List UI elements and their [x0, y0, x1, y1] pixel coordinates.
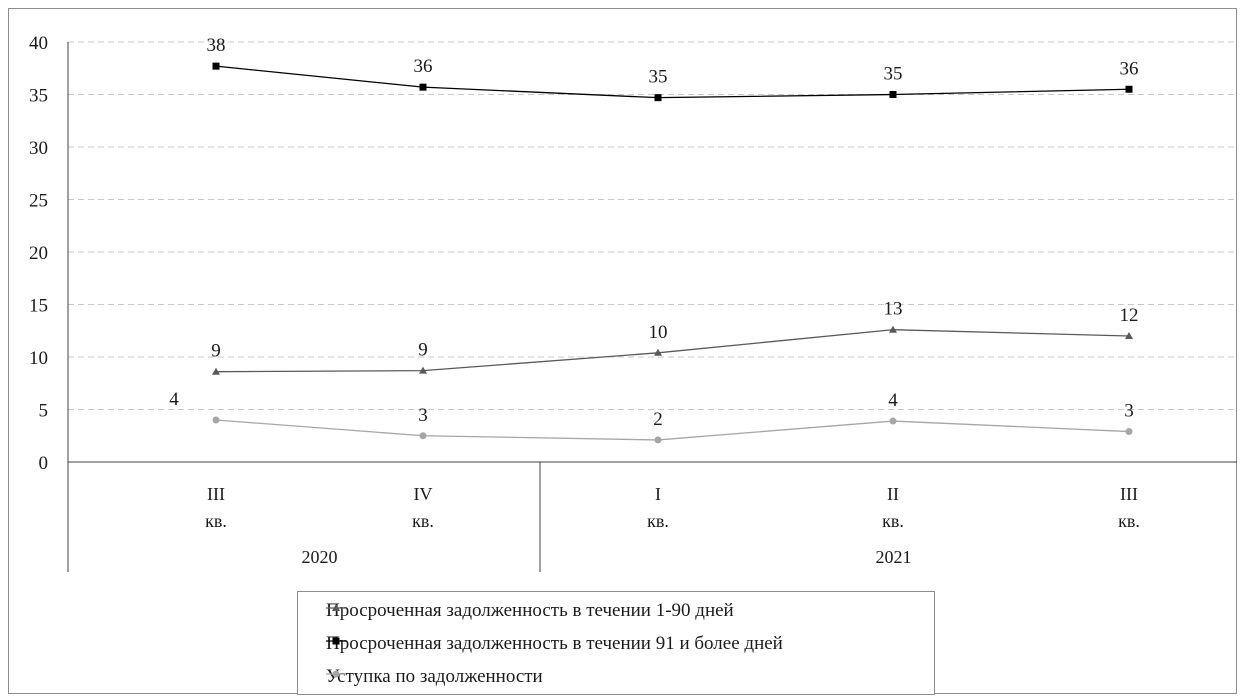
x-tick-sublabel: кв. — [882, 511, 904, 531]
legend-item-series-1: Просроченная задолженность в течении 1-9… — [326, 598, 734, 624]
y-tick-label: 0 — [39, 453, 49, 474]
y-tick-label: 30 — [29, 138, 48, 159]
x-tick-sublabel: кв. — [205, 511, 227, 531]
x-tick-label: I — [655, 484, 661, 504]
legend-label-series-3: Уступка по задолженности — [326, 666, 543, 687]
y-tick-label: 40 — [29, 33, 48, 54]
data-point-square — [212, 62, 220, 70]
square-line-icon — [326, 637, 346, 645]
series-line — [215, 65, 1130, 99]
y-tick-label: 10 — [29, 348, 48, 369]
x-tick-sublabel: кв. — [1118, 511, 1140, 531]
data-label: 13 — [884, 299, 903, 320]
series-line — [215, 419, 1130, 441]
chart-frame — [8, 8, 1237, 694]
data-point-square — [419, 83, 427, 91]
x-tick-label: II — [887, 484, 899, 504]
data-label: 36 — [414, 56, 433, 77]
data-point-triangle — [654, 348, 662, 356]
circle-line-icon — [326, 670, 346, 678]
data-point-triangle — [889, 325, 897, 333]
data-label: 9 — [418, 340, 428, 361]
legend-item-series-2: Просроченная задолженность в течении 91 … — [326, 631, 783, 657]
data-label: 35 — [884, 64, 903, 85]
x-tick-label: III — [207, 484, 225, 504]
data-point-triangle — [1125, 332, 1133, 339]
data-label: 35 — [649, 67, 668, 88]
data-label: 36 — [1120, 58, 1139, 79]
x-tick-label: III — [1120, 484, 1138, 504]
data-point-square — [654, 94, 662, 102]
y-tick-label: 15 — [29, 296, 48, 317]
data-point-triangle — [419, 366, 427, 374]
data-point-circle — [654, 436, 662, 444]
x-tick-sublabel: кв. — [412, 511, 434, 531]
y-tick-label: 20 — [29, 243, 48, 264]
series-line — [215, 329, 1130, 373]
data-label: 3 — [1124, 401, 1134, 422]
x-group-label: 2020 — [302, 547, 338, 567]
legend-label-series-2: Просроченная задолженность в течении 91 … — [326, 633, 783, 654]
y-tick-label: 25 — [29, 191, 48, 212]
y-tick-label: 35 — [29, 86, 48, 107]
data-point-circle — [889, 417, 897, 425]
data-label: 12 — [1120, 305, 1139, 326]
x-tick-label: IV — [414, 484, 433, 504]
data-label: 4 — [169, 389, 179, 410]
data-point-square — [1125, 85, 1133, 93]
x-group-label: 2021 — [876, 547, 912, 567]
legend-item-series-3: Уступка по задолженности — [326, 664, 543, 690]
x-tick-sublabel: кв. — [647, 511, 669, 531]
data-label: 38 — [207, 35, 226, 56]
y-tick-label: 5 — [39, 401, 49, 422]
data-point-circle — [212, 416, 220, 424]
data-point-circle — [419, 432, 427, 440]
legend: Просроченная задолженность в течении 1-9… — [297, 591, 935, 695]
triangle-line-icon — [326, 604, 346, 611]
data-label: 9 — [211, 341, 221, 362]
data-label: 4 — [888, 390, 898, 411]
data-label: 3 — [418, 405, 428, 426]
data-point-square — [889, 91, 897, 98]
data-point-triangle — [212, 367, 220, 375]
data-label: 2 — [653, 409, 663, 430]
data-label: 10 — [649, 322, 668, 343]
legend-label-series-1: Просроченная задолженность в течении 1-9… — [326, 600, 734, 621]
data-point-circle — [1125, 428, 1133, 436]
